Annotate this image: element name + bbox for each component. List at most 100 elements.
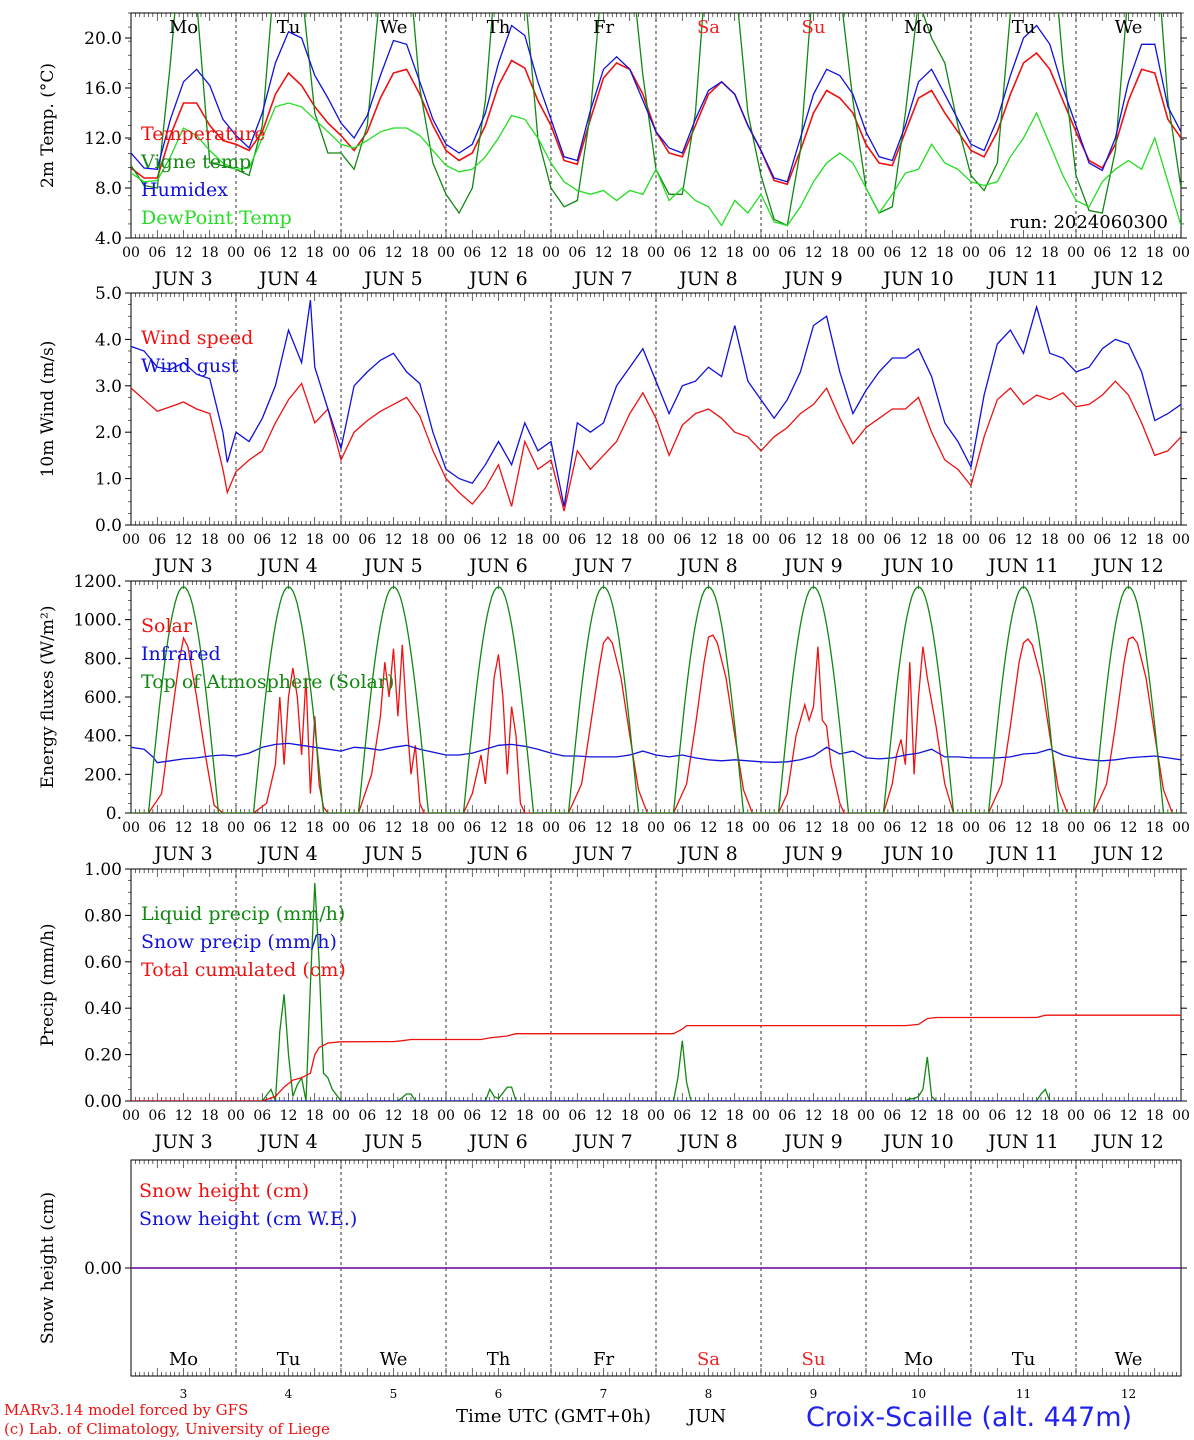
hour-tick-label: 06 <box>883 820 901 836</box>
day-label: JUN 8 <box>677 555 737 577</box>
legend-entry: Liquid precip (mm/h) <box>141 903 345 925</box>
time-axis-month: JUN <box>688 1406 727 1427</box>
hour-tick-label: 12 <box>805 820 823 836</box>
y-axis-label: Snow height (cm) <box>38 1192 58 1344</box>
y-tick-label: 0.60 <box>84 953 122 973</box>
hour-tick-label: 06 <box>988 1108 1006 1124</box>
hour-tick-label: 06 <box>568 820 586 836</box>
hour-tick-label: 00 <box>542 1108 560 1124</box>
hour-tick-label: 12 <box>700 245 718 261</box>
hour-tick-label: 06 <box>988 820 1006 836</box>
hour-tick-label: 18 <box>201 1108 219 1124</box>
y-tick-label: 0.40 <box>84 999 122 1019</box>
weekday-label: Tu <box>1012 1349 1036 1370</box>
day-label: JUN 8 <box>677 1131 737 1153</box>
hour-tick-label: 00 <box>1172 245 1190 261</box>
day-number-label: 6 <box>495 1387 503 1401</box>
series-line-humidex <box>131 24 1181 183</box>
hour-tick-label: 06 <box>463 245 481 261</box>
hour-tick-label: 06 <box>1093 245 1111 261</box>
day-label: JUN 12 <box>1091 555 1163 577</box>
series-line-wind-speed <box>131 380 1181 512</box>
hour-tick-label: 00 <box>542 532 560 548</box>
y-tick-label: 800. <box>84 649 122 669</box>
hour-tick-label: 12 <box>910 245 928 261</box>
hour-tick-label: 12 <box>280 245 298 261</box>
weekday-label: Mo <box>904 1349 933 1370</box>
panel-frame <box>130 12 1182 239</box>
legend-entry: Solar <box>141 615 193 637</box>
hour-tick-label: 00 <box>332 820 350 836</box>
hour-tick-label: 00 <box>647 245 665 261</box>
hour-tick-label: 06 <box>778 532 796 548</box>
hour-tick-label: 12 <box>490 820 508 836</box>
hour-tick-label: 00 <box>752 820 770 836</box>
legend-entry: Humidex <box>141 179 228 201</box>
y-tick-label: 12.0 <box>84 129 122 149</box>
hour-tick-label: 06 <box>673 532 691 548</box>
hour-tick-label: 06 <box>253 1108 271 1124</box>
hour-tick-label: 18 <box>411 820 429 836</box>
hour-tick-label: 18 <box>621 245 639 261</box>
y-tick-label: 600. <box>84 688 122 708</box>
day-number-label: 12 <box>1121 1387 1136 1401</box>
hour-tick-label: 18 <box>726 245 744 261</box>
hour-tick-label: 06 <box>463 1108 481 1124</box>
hour-tick-label: 06 <box>883 1108 901 1124</box>
hour-tick-label: 00 <box>122 245 140 261</box>
day-number-label: 11 <box>1016 1387 1031 1401</box>
hour-tick-label: 18 <box>831 532 849 548</box>
hour-tick-label: 18 <box>1041 245 1059 261</box>
y-tick-label: 4.0 <box>95 330 122 350</box>
day-label: JUN 6 <box>467 555 527 577</box>
day-label: JUN 12 <box>1091 268 1163 290</box>
hour-tick-label: 00 <box>1067 532 1085 548</box>
weekday-label: We <box>1115 1349 1143 1370</box>
day-label: JUN 6 <box>467 843 527 865</box>
y-tick-label: 0.00 <box>84 1092 122 1112</box>
weekday-label: We <box>1115 17 1143 38</box>
day-label: JUN 10 <box>881 555 953 577</box>
hour-tick-label: 06 <box>568 532 586 548</box>
hour-tick-label: 18 <box>621 1108 639 1124</box>
station-name: Croix-Scaille (alt. 447m) <box>806 1402 1133 1433</box>
hour-tick-label: 06 <box>253 820 271 836</box>
hour-tick-label: 00 <box>647 820 665 836</box>
hour-tick-label: 12 <box>490 245 508 261</box>
legend-entry: Top of Atmosphere (Solar) <box>141 671 394 693</box>
hour-tick-label: 18 <box>516 245 534 261</box>
hour-tick-label: 00 <box>542 820 560 836</box>
series-line-total-cumulated-cm- <box>131 1014 1181 1101</box>
hour-tick-label: 06 <box>778 1108 796 1124</box>
hour-tick-label: 06 <box>673 245 691 261</box>
hour-tick-label: 06 <box>673 1108 691 1124</box>
day-label: JUN 7 <box>572 555 632 577</box>
hour-tick-label: 00 <box>227 532 245 548</box>
weekday-label: Th <box>487 1349 511 1370</box>
day-label: JUN 3 <box>152 843 212 865</box>
y-tick-label: 1.0 <box>95 470 122 490</box>
day-label: JUN 11 <box>986 268 1058 290</box>
day-label: JUN 12 <box>1091 843 1163 865</box>
day-label: JUN 4 <box>257 843 317 865</box>
hour-tick-label: 06 <box>883 245 901 261</box>
hour-tick-label: 00 <box>332 245 350 261</box>
hour-tick-label: 18 <box>831 1108 849 1124</box>
day-number-label: 9 <box>810 1387 818 1401</box>
day-number-label: 10 <box>911 1387 926 1401</box>
day-label: JUN 5 <box>362 555 422 577</box>
hour-tick-label: 18 <box>621 820 639 836</box>
hour-tick-label: 18 <box>726 532 744 548</box>
day-label: JUN 10 <box>881 268 953 290</box>
hour-tick-label: 12 <box>700 1108 718 1124</box>
hour-tick-label: 00 <box>437 245 455 261</box>
hour-tick-label: 06 <box>568 245 586 261</box>
hour-tick-label: 00 <box>1067 1108 1085 1124</box>
hour-tick-label: 00 <box>122 820 140 836</box>
hour-tick-label: 12 <box>595 820 613 836</box>
hour-tick-label: 18 <box>411 1108 429 1124</box>
hour-tick-label: 18 <box>306 245 324 261</box>
day-label: JUN 11 <box>986 843 1058 865</box>
day-label: JUN 11 <box>986 555 1058 577</box>
